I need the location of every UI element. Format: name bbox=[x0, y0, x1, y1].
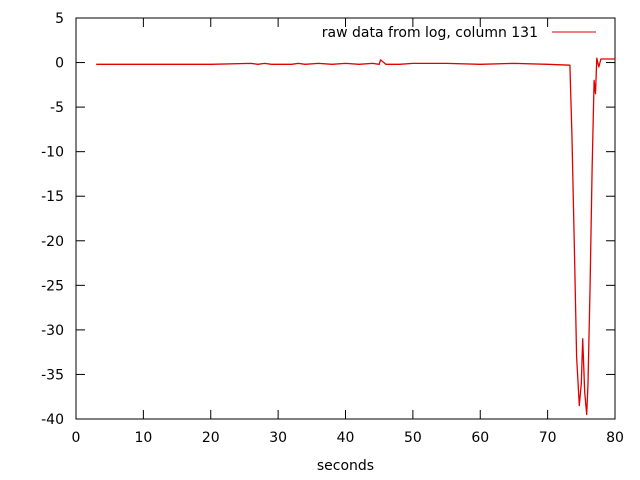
x-tick-label: 60 bbox=[471, 430, 489, 446]
x-axis-title: seconds bbox=[317, 458, 374, 474]
y-tick-label: 5 bbox=[55, 11, 64, 27]
y-tick-label: -25 bbox=[41, 278, 64, 294]
x-tick-label: 0 bbox=[72, 430, 81, 446]
x-tick-label: 20 bbox=[202, 430, 220, 446]
y-tick-label: -20 bbox=[41, 234, 64, 250]
y-tick-label: -35 bbox=[41, 367, 64, 383]
legend-label: raw data from log, column 131 bbox=[322, 25, 538, 41]
x-tick-label: 30 bbox=[269, 430, 287, 446]
x-axis-ticks: 0 10 20 30 40 50 60 70 80 bbox=[72, 18, 624, 446]
x-tick-label: 10 bbox=[134, 430, 152, 446]
x-tick-label: 70 bbox=[539, 430, 557, 446]
legend: raw data from log, column 131 bbox=[322, 25, 596, 41]
y-tick-label: -30 bbox=[41, 323, 64, 339]
series-layer bbox=[96, 57, 615, 416]
y-tick-label: -5 bbox=[50, 100, 64, 116]
y-tick-label: -15 bbox=[41, 189, 64, 205]
x-tick-label: 50 bbox=[404, 430, 422, 446]
y-tick-label: -40 bbox=[41, 412, 64, 428]
y-axis-ticks: 5 0 -5 -10 -15 -20 -25 -30 -35 -40 bbox=[41, 11, 615, 428]
x-tick-label: 80 bbox=[606, 430, 624, 446]
x-tick-label: 40 bbox=[337, 430, 355, 446]
series-line bbox=[96, 57, 615, 416]
y-tick-label: -10 bbox=[41, 145, 64, 161]
plot-frame bbox=[75, 17, 616, 420]
y-tick-label: 0 bbox=[55, 56, 64, 72]
